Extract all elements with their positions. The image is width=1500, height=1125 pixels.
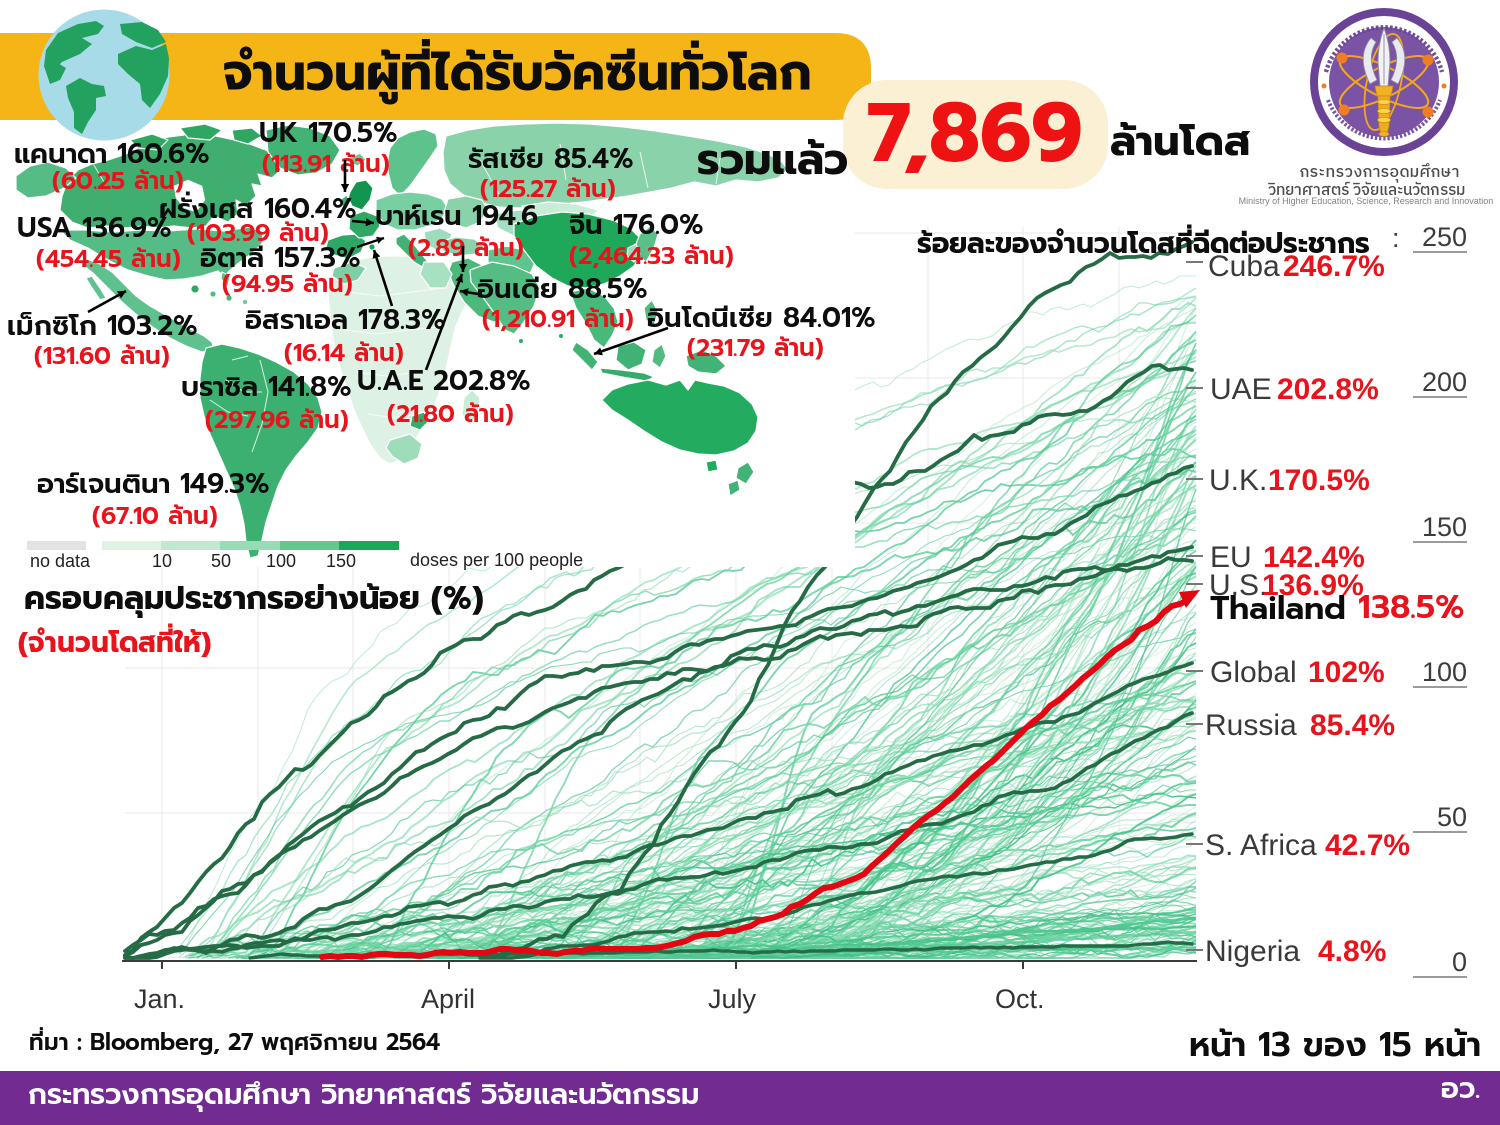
svg-text:EU: EU [1210, 541, 1252, 574]
svg-text:42.7%: 42.7% [1325, 829, 1410, 862]
svg-text:100: 100 [266, 551, 296, 571]
svg-text:no data: no data [30, 551, 91, 571]
svg-text:102%: 102% [1308, 656, 1385, 689]
svg-text:150: 150 [326, 551, 356, 571]
svg-text:U.K.: U.K. [1209, 464, 1267, 497]
svg-text:0: 0 [1452, 947, 1467, 977]
svg-text:S. Africa: S. Africa [1205, 829, 1317, 862]
svg-text:170.5%: 170.5% [1268, 464, 1370, 497]
svg-text:202.8%: 202.8% [1277, 373, 1379, 406]
svg-text:142.4%: 142.4% [1263, 541, 1365, 574]
svg-text:Nigeria: Nigeria [1205, 935, 1300, 968]
svg-text:4.8%: 4.8% [1318, 935, 1386, 968]
svg-text:100: 100 [1422, 657, 1467, 687]
svg-text:136.9%: 136.9% [1262, 569, 1364, 602]
svg-text:July: July [708, 984, 757, 1014]
svg-text:doses per 100 people: doses per 100 people [410, 550, 583, 570]
svg-text:150: 150 [1422, 512, 1467, 542]
svg-text:Global: Global [1210, 656, 1297, 689]
svg-text:Jan.: Jan. [134, 984, 185, 1014]
svg-text:Ministry of Higher Education,: Ministry of Higher Education, Science, R… [1239, 196, 1494, 206]
svg-text:April: April [421, 984, 475, 1014]
svg-text:Cuba: Cuba [1208, 250, 1280, 283]
svg-text::: : [1392, 223, 1400, 253]
svg-text:50: 50 [1437, 802, 1467, 832]
svg-text:246.7%: 246.7% [1283, 250, 1385, 283]
svg-text:Oct.: Oct. [995, 984, 1045, 1014]
svg-text:10: 10 [152, 551, 172, 571]
svg-text:50: 50 [211, 551, 231, 571]
svg-text:200: 200 [1422, 367, 1467, 397]
svg-text:Russia: Russia [1205, 709, 1297, 742]
svg-text:250: 250 [1422, 222, 1467, 252]
svg-text:85.4%: 85.4% [1310, 709, 1395, 742]
svg-text:UAE: UAE [1210, 373, 1272, 406]
